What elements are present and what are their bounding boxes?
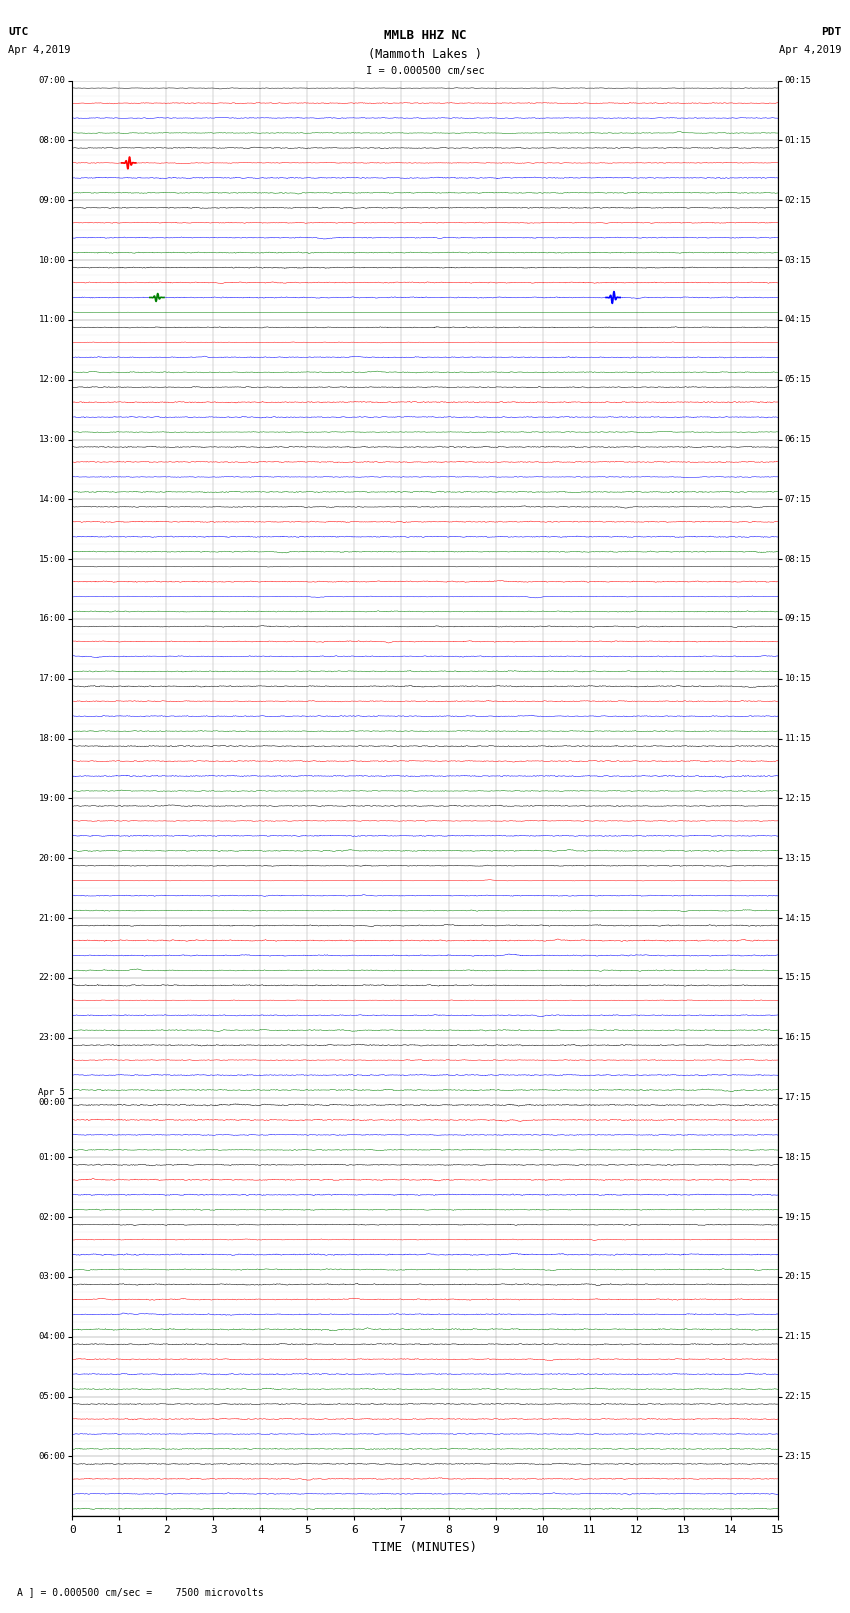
Text: MMLB HHZ NC: MMLB HHZ NC [383, 29, 467, 42]
Text: A ] = 0.000500 cm/sec =    7500 microvolts: A ] = 0.000500 cm/sec = 7500 microvolts [17, 1587, 264, 1597]
Text: Apr 4,2019: Apr 4,2019 [8, 45, 71, 55]
Text: I = 0.000500 cm/sec: I = 0.000500 cm/sec [366, 66, 484, 76]
Text: (Mammoth Lakes ): (Mammoth Lakes ) [368, 48, 482, 61]
Text: Apr 4,2019: Apr 4,2019 [779, 45, 842, 55]
Text: UTC: UTC [8, 27, 29, 37]
X-axis label: TIME (MINUTES): TIME (MINUTES) [372, 1540, 478, 1553]
Text: PDT: PDT [821, 27, 842, 37]
